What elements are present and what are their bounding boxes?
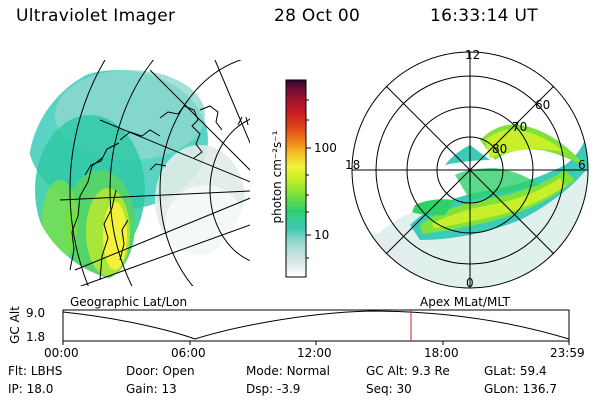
mlt-label-0: 0 bbox=[466, 276, 474, 290]
alt-xtick-0600: 06:00 bbox=[171, 346, 206, 360]
mlat-label-60: 60 bbox=[535, 98, 551, 112]
info-seq: Seq: 30 bbox=[366, 382, 412, 396]
alt-xtick-0000: 00:00 bbox=[44, 346, 79, 360]
mlt-label-18: 18 bbox=[345, 158, 361, 172]
coastline bbox=[69, 105, 249, 281]
alt-curve bbox=[62, 310, 570, 340]
info-glon: GLon: 136.7 bbox=[484, 382, 557, 396]
alt-xtick-2359: 23:59 bbox=[550, 346, 585, 360]
info-dsp: Dsp: -3.9 bbox=[246, 382, 301, 396]
colorbar-tick-10: 10 bbox=[314, 228, 330, 242]
polar-grid bbox=[351, 51, 589, 289]
colorbar-tick-100: 100 bbox=[314, 141, 337, 155]
colorbar-gradient bbox=[285, 79, 307, 278]
alt-xtick-1200: 12:00 bbox=[297, 346, 332, 360]
alt-ytick-1.8: 1.8 bbox=[26, 330, 46, 344]
info-ip: IP: 18.0 bbox=[8, 382, 54, 396]
mlat-label-80: 80 bbox=[492, 142, 508, 156]
info-glat: GLat: 59.4 bbox=[484, 364, 547, 378]
instrument-title: Ultraviolet Imager bbox=[16, 6, 176, 26]
info-mode: Mode: Normal bbox=[246, 364, 330, 378]
mlat-label-70: 70 bbox=[512, 120, 528, 134]
alt-ytick-9: 9.0 bbox=[26, 306, 46, 320]
info-gain: Gain: 13 bbox=[126, 382, 177, 396]
left-panel-label: Geographic Lat/Lon bbox=[70, 295, 188, 309]
date-label: 28 Oct 00 bbox=[274, 6, 361, 26]
time-label: 16:33:14 UT bbox=[430, 6, 538, 26]
info-gc-alt: GC Alt: 9.3 Re bbox=[366, 364, 450, 378]
alt-xtick-1800: 18:00 bbox=[424, 346, 459, 360]
mlt-label-12: 12 bbox=[465, 48, 481, 62]
mlt-label-6: 6 bbox=[578, 158, 586, 172]
info-flt: Flt: LBHS bbox=[8, 364, 63, 378]
info-door: Door: Open bbox=[126, 364, 195, 378]
right-panel-label: Apex MLat/MLT bbox=[420, 295, 510, 309]
